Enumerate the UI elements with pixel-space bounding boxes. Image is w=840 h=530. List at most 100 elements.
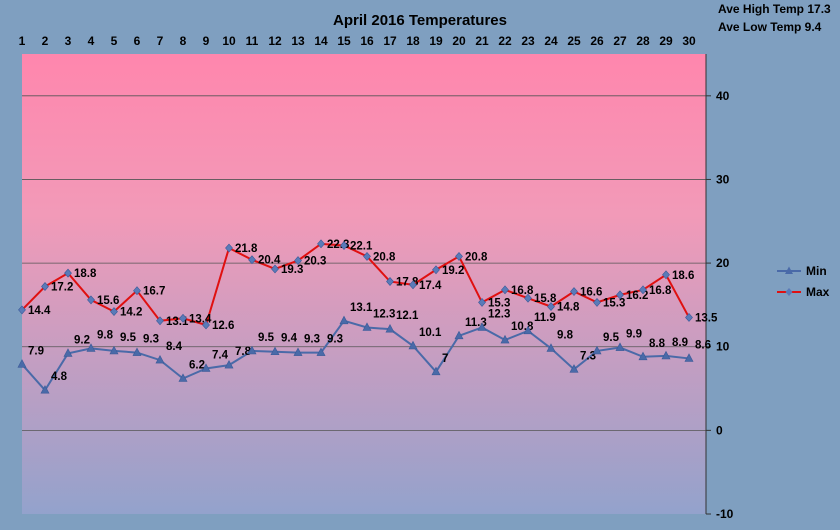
data-label-min: 7.8 <box>235 346 252 358</box>
data-point-min <box>63 348 73 357</box>
x-tick-label: 3 <box>65 34 72 48</box>
data-point-min <box>615 342 625 351</box>
data-label-max: 16.6 <box>580 287 602 299</box>
x-tick-label: 9 <box>203 34 210 48</box>
data-point-min <box>684 353 694 362</box>
data-point-max <box>340 241 348 250</box>
data-label-max: 14.8 <box>557 302 580 314</box>
data-point-max <box>156 316 164 326</box>
data-label-min: 11.9 <box>534 312 556 324</box>
ave-high-annotation: Ave High Temp 17.3 <box>718 2 831 16</box>
x-tick-label: 25 <box>567 34 581 48</box>
data-point-min <box>661 350 671 360</box>
data-label-min: 9.3 <box>327 334 343 346</box>
legend-marker-max <box>785 288 793 296</box>
data-label-min: 12.1 <box>396 310 419 322</box>
data-label-max: 13.5 <box>695 312 718 324</box>
chart-title: April 2016 Temperatures <box>333 12 507 29</box>
data-label-min: 8.8 <box>649 338 666 350</box>
data-label-min: 8.6 <box>695 339 711 351</box>
data-point-min <box>201 363 211 372</box>
y-tick-label: 20 <box>716 256 730 270</box>
data-point-max <box>455 251 463 261</box>
x-tick-label: 14 <box>314 34 328 48</box>
data-label-min: 13.1 <box>350 302 373 314</box>
data-label-min: 7.4 <box>212 349 229 361</box>
data-label-min: 8.9 <box>672 337 688 349</box>
data-point-min <box>362 322 372 331</box>
data-label-min: 7 <box>442 353 448 365</box>
data-point-min <box>247 345 257 355</box>
data-point-max <box>685 312 693 322</box>
x-tick-label: 13 <box>291 34 305 48</box>
data-point-max <box>363 251 371 261</box>
data-point-max <box>570 287 578 296</box>
x-tick-label: 30 <box>682 34 696 48</box>
x-tick-label: 5 <box>111 34 118 48</box>
data-point-max <box>524 293 532 303</box>
data-point-max <box>271 264 279 274</box>
data-label-min: 9.8 <box>557 329 574 341</box>
x-tick-label: 16 <box>360 34 374 48</box>
data-point-min <box>17 359 27 368</box>
data-label-min: 7.3 <box>580 350 596 362</box>
data-point-max <box>225 243 233 253</box>
data-point-min <box>224 359 234 369</box>
data-label-max: 19.3 <box>281 264 303 276</box>
ave-low-annotation: Ave Low Temp 9.4 <box>718 20 822 34</box>
legend-label-min: Min <box>806 264 827 278</box>
data-point-min <box>155 354 165 364</box>
data-point-min <box>477 322 487 331</box>
gridlines <box>22 95 711 515</box>
data-label-min: 12.3 <box>488 308 510 320</box>
x-tick-label: 20 <box>452 34 466 48</box>
y-tick-label: 40 <box>716 89 730 103</box>
data-label-max: 15.6 <box>97 295 119 307</box>
data-point-min <box>132 347 142 356</box>
data-label-min: 9.3 <box>143 334 159 346</box>
data-point-max <box>133 286 141 296</box>
series-line-min <box>21 319 690 392</box>
y-tick-labels: -10 0 10 20 30 40 <box>716 89 734 521</box>
series-group: 7.9 4.8 9.2 9.8 9.5 9.3 8.4 6.2 7.4 7.8 9.5 9.4 9.3 9… <box>17 239 718 394</box>
x-tick-label: 2 <box>42 34 49 48</box>
x-tick-labels: 1 2 3 4 5 6 7 8 9 10 11 12 13 14 15 16 17 18 19 20 21 22 23 24 2… <box>19 34 696 48</box>
legend-marker-min <box>785 266 793 274</box>
data-point-min <box>293 347 303 356</box>
data-point-max <box>662 270 670 280</box>
data-point-min <box>431 366 441 376</box>
data-label-min: 9.2 <box>74 334 90 346</box>
x-tick-label: 29 <box>659 34 673 48</box>
x-tick-label: 26 <box>590 34 604 48</box>
x-tick-label: 11 <box>246 34 259 48</box>
x-tick-label: 10 <box>222 34 236 48</box>
x-tick-label: 15 <box>337 34 351 48</box>
data-label-max: 20.4 <box>258 255 281 267</box>
data-point-min <box>523 325 533 335</box>
data-point-max <box>478 297 486 307</box>
data-label-min: 9.9 <box>626 329 642 341</box>
series-line-max <box>21 242 690 327</box>
data-label-max: 20.8 <box>373 251 396 263</box>
data-label-min: 10.1 <box>419 327 442 339</box>
data-label-max: 14.4 <box>28 305 51 317</box>
data-label-max: 21.8 <box>235 243 258 255</box>
data-point-min <box>454 330 464 340</box>
x-tick-label: 28 <box>636 34 650 48</box>
y-tick-label: -10 <box>716 507 734 521</box>
data-point-max <box>87 295 95 305</box>
data-point-max <box>41 282 49 291</box>
x-tick-label: 17 <box>383 34 397 48</box>
data-label-max: 15.3 <box>603 297 625 309</box>
data-label-max: 15.3 <box>488 297 510 309</box>
data-label-min: 12.3 <box>373 308 395 320</box>
data-point-min <box>385 324 395 333</box>
data-label-max: 15.8 <box>534 293 557 305</box>
data-label-min: 9.4 <box>281 333 298 345</box>
data-label-max: 16.8 <box>511 285 534 297</box>
data-point-max <box>179 313 187 323</box>
y-tick-label: 10 <box>716 340 730 354</box>
data-point-min <box>638 351 648 361</box>
data-label-min: 9.5 <box>120 332 137 344</box>
x-tick-label: 18 <box>406 34 420 48</box>
